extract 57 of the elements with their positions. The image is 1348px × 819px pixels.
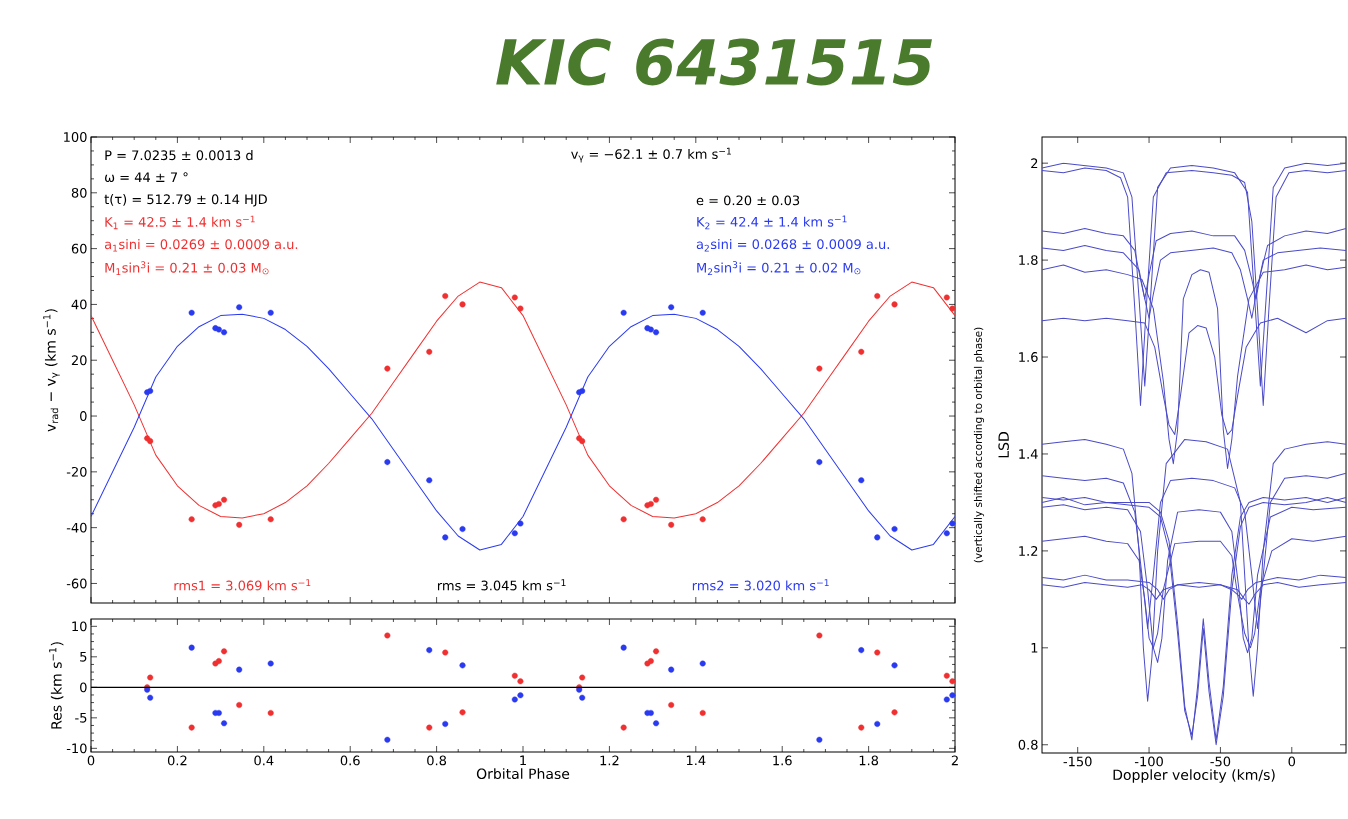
- y-tick-label: 2: [1031, 158, 1038, 168]
- y-tick-label: 20: [71, 355, 87, 366]
- x-tick-label: 0: [87, 755, 95, 766]
- x-tick-label: 0.2: [167, 755, 187, 766]
- y-tick-label: 1.2: [1019, 546, 1038, 556]
- x-tick-label: 1.6: [773, 755, 792, 766]
- annotation: K$_{1}$ = 42.5 ± 1.4 km s$^{−1}$: [105, 215, 255, 230]
- y-tick-label: -40: [66, 522, 87, 533]
- y-tick-label: 0.8: [1018, 739, 1038, 750]
- y-tick-label: 1.4: [1019, 449, 1038, 459]
- y-tick-label: -60: [66, 578, 87, 589]
- y-tick-label: 10: [72, 621, 87, 632]
- text: (vertically shifted according to orbital phase): [973, 327, 985, 563]
- y-tick-label: 40: [71, 299, 87, 310]
- x-axis-title: Doppler velocity (km/s): [1113, 769, 1275, 783]
- y-tick-label: -20: [66, 466, 87, 477]
- y-tick-label: 1.8: [1019, 255, 1038, 266]
- y-tick-label: -10: [66, 743, 87, 754]
- annotation: rms2 = 3.020 km s$^{−1}$: [692, 579, 829, 591]
- x-tick-label: -50: [1210, 756, 1231, 767]
- annotation: a$_{1}$sini = 0.0269 ± 0.0009 a.u.: [104, 239, 298, 252]
- annotation: M$_{1}$sin$^{3}$i = 0.21 ± 0.03 M$_{⊙}$: [105, 261, 269, 275]
- y-tick-label: 1: [1031, 643, 1038, 653]
- x-tick-label: 0: [1288, 756, 1296, 767]
- x-tick-label: -150: [1063, 756, 1092, 767]
- annotation: a$_{2}$sini = 0.0268 ± 0.0009 a.u.: [696, 239, 889, 252]
- x-tick-label: 2: [951, 755, 958, 766]
- annotation: e = 0.20 ± 0.03: [696, 195, 800, 206]
- annotation: K$_{2}$ = 42.4 ± 1.4 km s$^{−1}$: [697, 215, 847, 230]
- chart-title: KIC 6431515: [496, 38, 932, 86]
- y-tick-label: -5: [75, 713, 87, 723]
- annotation: v$_{γ}$ = −62.1 ± 0.7 km s$^{−1}$: [571, 147, 731, 163]
- x-axis-title: Orbital Phase: [476, 768, 570, 780]
- annotation: M$_{2}$sin$^{3}$i = 0.21 ± 0.02 M$_{⊙}$: [697, 261, 861, 276]
- x-tick-label: 1.8: [859, 755, 879, 766]
- annotation: rms = 3.045 km s$^{−1}$: [437, 579, 566, 591]
- annotation: rms1 = 3.069 km s$^{−1}$: [174, 579, 311, 591]
- x-tick-label: 1.2: [600, 755, 619, 766]
- annotation: ω = 44 ± 7 °: [105, 172, 188, 183]
- y-tick-label: 5: [80, 652, 87, 662]
- x-tick-label: -100: [1134, 756, 1163, 767]
- y-tick-label: 0: [80, 411, 87, 421]
- y-axis-title: Res (km s$^{−1}$): [49, 642, 64, 729]
- x-tick-label: 0.4: [254, 755, 274, 766]
- x-tick-label: 0.6: [340, 755, 360, 766]
- annotation: t(τ) = 512.79 ± 0.14 HJD: [104, 194, 267, 207]
- y-tick-label: 60: [71, 243, 87, 254]
- y-axis-title: v$_{rad}$ − v$_{γ}$ (km s$^{−1}$): [43, 309, 60, 432]
- y-tick-label: 0: [80, 682, 87, 693]
- annotation: P = 7.0235 ± 0.0013 d: [105, 150, 253, 161]
- y-tick-label: 100: [64, 132, 87, 142]
- x-tick-label: 0.8: [427, 755, 447, 766]
- y-axis-title: LSD: [998, 432, 1009, 458]
- x-tick-label: 1.4: [686, 755, 706, 766]
- x-tick-label: 1: [520, 755, 526, 766]
- y-tick-label: 1.6: [1019, 352, 1038, 362]
- y-tick-label: 80: [71, 187, 87, 198]
